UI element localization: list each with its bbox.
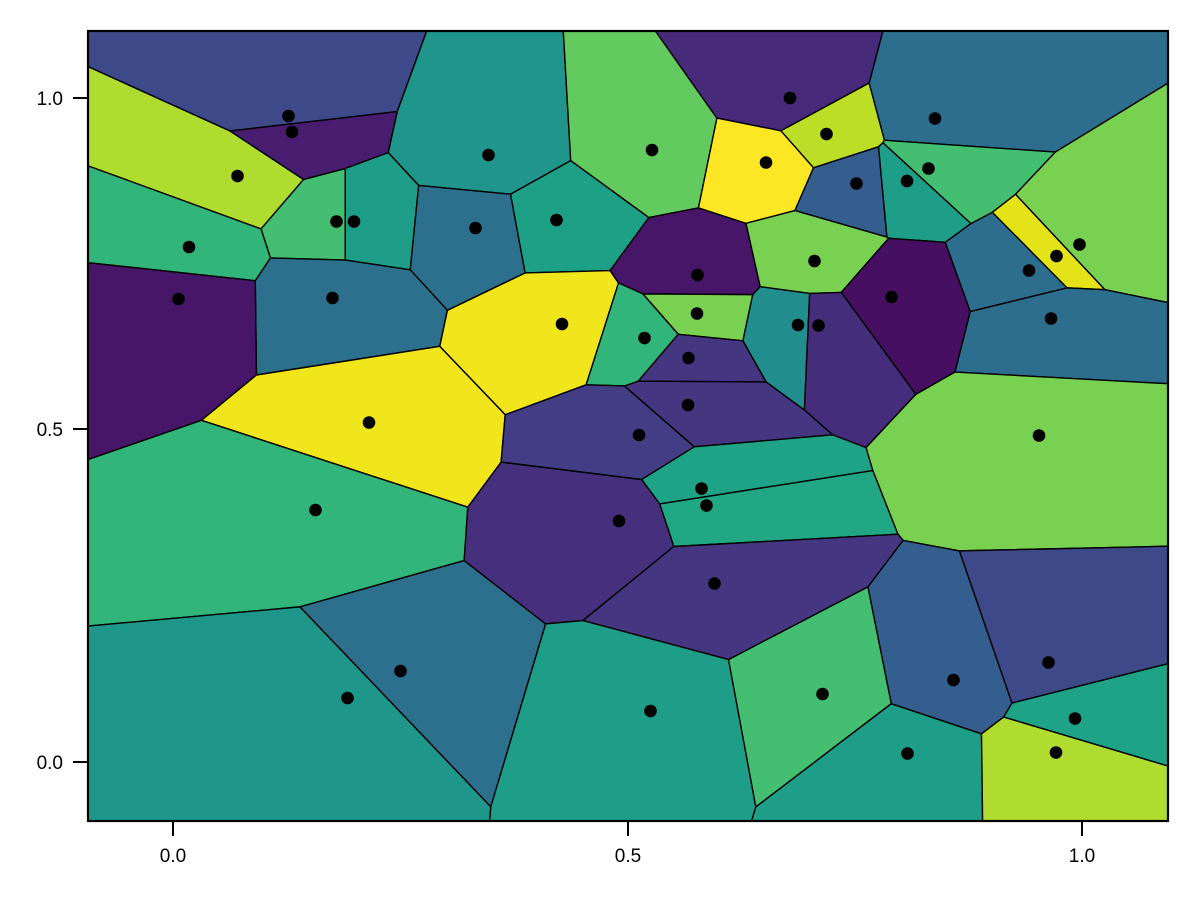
svg-text:1.0: 1.0 [1069, 846, 1095, 867]
svg-text:0.0: 0.0 [160, 846, 186, 867]
svg-text:1.0: 1.0 [37, 89, 63, 110]
svg-text:0.0: 0.0 [37, 753, 63, 774]
svg-text:0.5: 0.5 [615, 846, 641, 867]
svg-text:0.5: 0.5 [37, 420, 63, 441]
